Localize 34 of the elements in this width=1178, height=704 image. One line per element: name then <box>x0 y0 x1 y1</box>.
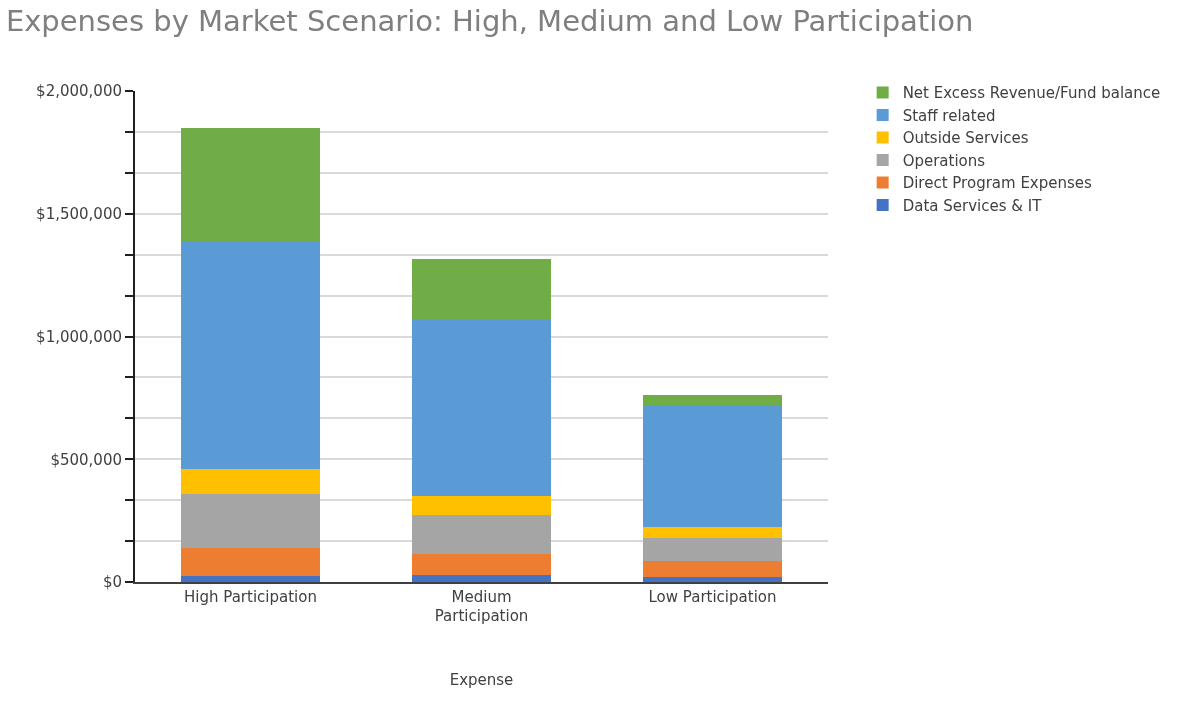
legend-label: Outside Services <box>902 129 1029 148</box>
bar <box>643 527 782 538</box>
bar <box>643 404 782 528</box>
bar <box>412 259 551 320</box>
bar <box>643 537 782 562</box>
bar <box>412 514 551 555</box>
y-tick-label: $500,000 <box>50 450 122 469</box>
legend-label: Direct Program Expenses <box>902 174 1093 193</box>
legend-label: Data Services & IT <box>902 196 1043 215</box>
bar <box>181 575 320 582</box>
y-tick-label: $1,500,000 <box>36 205 122 223</box>
bar <box>181 242 320 470</box>
bar <box>412 554 551 576</box>
bar <box>181 548 320 576</box>
bar <box>412 575 551 582</box>
x-tick-label: Medium Participation <box>434 587 529 626</box>
bar <box>643 577 782 582</box>
bar <box>643 394 782 405</box>
bar <box>412 496 551 515</box>
legend-label: Staff related <box>902 106 996 125</box>
bar <box>181 128 320 243</box>
x-tick-label: High Participation <box>184 587 317 606</box>
y-tick-label: $2,000,000 <box>36 82 122 101</box>
bar <box>181 469 320 495</box>
legend-label: Net Excess Revenue/Fund balance <box>902 84 1161 103</box>
bar <box>412 319 551 497</box>
y-tick-label: $1,000,000 <box>36 327 122 346</box>
y-tick-label: $0 <box>102 573 122 592</box>
bar <box>643 561 782 578</box>
bar <box>181 494 320 549</box>
legend-label: Operations <box>902 151 986 170</box>
x-tick-label: Low Participation <box>648 587 777 606</box>
chart-title: Expenses by Market Scenario: High, Medium and Low Participation <box>5 3 974 38</box>
x-axis-title: Expense <box>449 670 514 689</box>
